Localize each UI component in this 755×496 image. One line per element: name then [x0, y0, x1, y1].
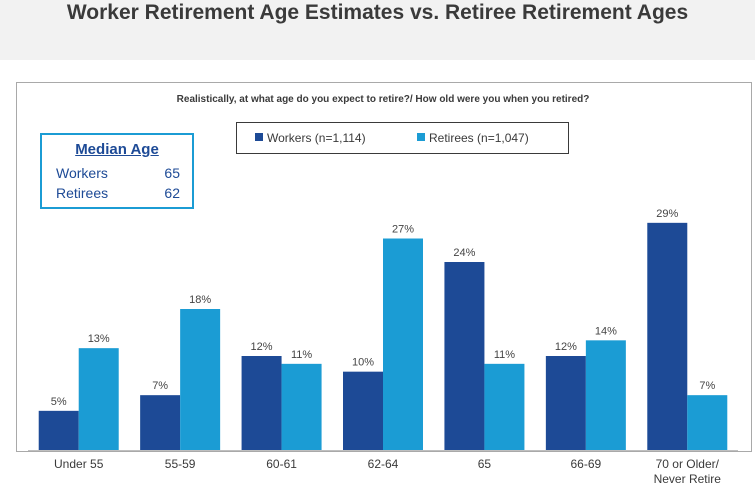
median-label-workers: Workers	[56, 165, 108, 181]
median-age-box: Median Age Workers 65 Retirees 62	[40, 133, 194, 209]
value-label-retirees-7: 7%	[699, 380, 715, 392]
bar-retirees-3	[281, 363, 322, 450]
legend-item-workers: Workers (n=1,114)	[255, 131, 366, 145]
value-label-workers-5: 24%	[453, 247, 475, 259]
legend-swatch-retirees	[417, 133, 425, 141]
median-age-title: Median Age	[75, 141, 159, 158]
legend-label-workers: Workers (n=1,114)	[267, 131, 366, 145]
legend-swatch-workers	[255, 133, 263, 141]
page-title: Worker Retirement Age Estimates vs. Reti…	[66, 1, 689, 24]
bar-retirees-1	[78, 348, 119, 450]
bar-workers-6	[545, 356, 586, 450]
value-label-retirees-2: 18%	[189, 294, 211, 306]
value-label-retirees-6: 14%	[595, 325, 617, 337]
chart-title: Realistically, at what age do you expect…	[176, 94, 590, 105]
median-value-retirees: 62	[164, 185, 180, 201]
value-label-retirees-1: 13%	[88, 333, 110, 345]
category-label-7: 70 or Older/Never Retire	[654, 457, 722, 486]
value-label-workers-1: 5%	[51, 396, 67, 408]
category-label-1: Under 55	[54, 457, 104, 471]
bar-retirees-6	[585, 340, 626, 450]
bar-retirees-2	[180, 309, 221, 450]
value-label-workers-6: 12%	[555, 341, 577, 353]
bar-workers-5	[444, 262, 485, 450]
legend-item-retirees: Retirees (n=1,047)	[417, 131, 529, 145]
value-label-retirees-3: 11%	[291, 349, 312, 361]
category-label-5: 65	[478, 457, 492, 471]
category-label-6: 66-69	[571, 457, 602, 471]
value-label-workers-7: 29%	[656, 208, 678, 220]
value-label-workers-3: 12%	[251, 341, 273, 353]
bar-retirees-5	[484, 363, 525, 450]
bar-workers-4	[343, 371, 383, 450]
value-label-workers-4: 10%	[352, 357, 374, 369]
legend-label-retirees: Retirees (n=1,047)	[429, 131, 529, 145]
value-label-retirees-5: 11%	[494, 349, 515, 361]
median-label-retirees: Retirees	[56, 185, 109, 201]
value-label-retirees-4: 27%	[392, 224, 414, 236]
category-label-3: 60-61	[266, 457, 297, 471]
bar-workers-2	[140, 395, 181, 450]
value-label-workers-2: 7%	[152, 380, 168, 392]
bar-retirees-4	[383, 238, 423, 450]
category-label-4: 62-64	[368, 457, 399, 471]
title-band	[0, 0, 755, 60]
chart-legend: Workers (n=1,114) Retirees (n=1,047)	[236, 122, 569, 154]
category-label-2: 55-59	[165, 457, 196, 471]
median-value-workers: 65	[164, 165, 180, 181]
bar-workers-7	[647, 222, 688, 450]
bar-workers-1	[38, 410, 79, 450]
bar-retirees-7	[687, 395, 728, 450]
bar-workers-3	[241, 356, 282, 450]
